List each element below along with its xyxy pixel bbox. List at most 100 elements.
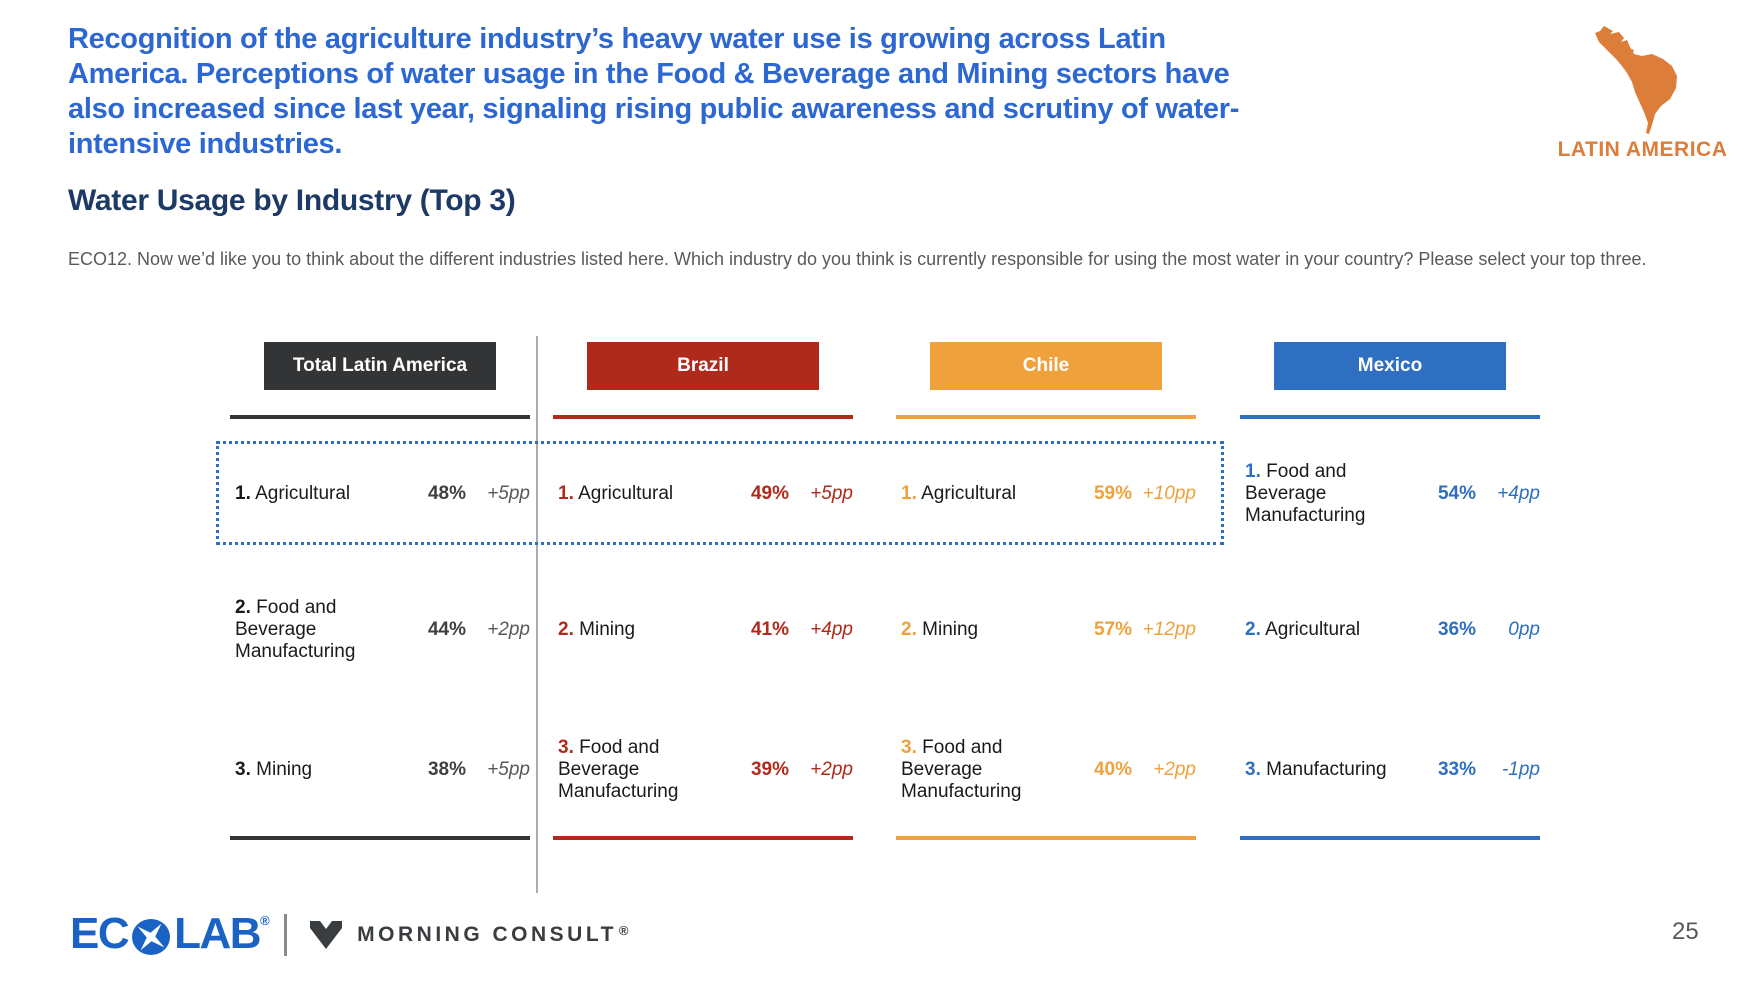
column-bottom-rule (1240, 836, 1540, 840)
footer-logos: EC LAB ® MORNING CONSULT ® (70, 912, 629, 958)
value-change: +5pp (810, 483, 853, 504)
value-change: -1pp (1501, 759, 1540, 780)
value-change: +5pp (487, 483, 530, 504)
ecolab-logo: EC LAB ® (70, 909, 270, 958)
rank-row: 3. Food and Beverage Manufacturing 40% +… (901, 713, 1196, 827)
region-label: LATIN AMERICA (1557, 138, 1728, 161)
registered-mark: ® (260, 913, 270, 928)
rank-number: 3. (235, 759, 251, 780)
headline: Recognition of the agriculture industry’… (68, 22, 1239, 162)
value-percent: 36% (1437, 619, 1476, 640)
rank-row: 3. Food and Beverage Manufacturing 39% +… (558, 713, 853, 827)
ecolab-wordmark-left: EC (70, 909, 130, 958)
morning-consult-wordmark: MORNING CONSULT (357, 923, 617, 946)
morning-consult-logo: MORNING CONSULT ® (309, 920, 629, 950)
rank-number: 1. (1245, 461, 1261, 482)
industry-label: Mining (256, 759, 313, 780)
rank-number: 1. (235, 483, 251, 504)
column-header-total-latin-america: Total Latin America (264, 342, 496, 390)
industry-label: Agricultural (1265, 619, 1361, 640)
rank1-highlight-outline (216, 441, 1224, 545)
value-percent: 38% (427, 759, 466, 780)
rank-number: 3. (558, 737, 574, 758)
value-change: +4pp (1497, 483, 1540, 504)
header-underline (230, 415, 530, 419)
column-brazil: Brazil 1. Agricultural 49% +5pp 2. Minin… (553, 342, 853, 842)
column-divider-line (536, 336, 538, 893)
rank-row: 2. Mining 57% +12pp (901, 573, 1196, 687)
headline-line: intensive industries. (68, 128, 343, 160)
registered-mark: ® (618, 922, 629, 938)
rank-row: 3. Manufacturing 33% -1pp (1245, 713, 1540, 827)
column-chile: Chile 1. Agricultural 59% +10pp 2. Minin… (896, 342, 1196, 842)
rank-row: 1. Food and Beverage Manufacturing 54% +… (1245, 441, 1540, 547)
value-percent: 49% (750, 483, 789, 504)
value-change: +10pp (1142, 483, 1196, 504)
rank-row: 2. Food and Beverage Manufacturing 44% +… (235, 573, 530, 687)
industry-label: Mining (579, 619, 636, 640)
value-change: +2pp (487, 619, 530, 640)
rank-number: 3. (1245, 759, 1261, 780)
industry-label: Food and Beverage Manufacturing (558, 737, 679, 802)
latin-america-map-icon (1595, 26, 1677, 134)
logo-separator (284, 914, 288, 956)
rank-number: 2. (1245, 619, 1261, 640)
rank-row: 1. Agricultural 59% +10pp (901, 441, 1196, 547)
industry-label: Agricultural (578, 483, 674, 504)
value-percent: 33% (1437, 759, 1476, 780)
rank-number: 2. (235, 597, 251, 618)
value-percent: 44% (427, 619, 466, 640)
headline-line: America. Perceptions of water usage in t… (68, 58, 1230, 90)
value-percent: 59% (1093, 483, 1132, 504)
rank-row: 1. Agricultural 48% +5pp (235, 441, 530, 547)
value-change: +2pp (1153, 759, 1196, 780)
ecolab-wordmark-right: LAB (174, 909, 261, 958)
column-mexico: Mexico 1. Food and Beverage Manufacturin… (1240, 342, 1540, 842)
value-change: +5pp (487, 759, 530, 780)
header-underline (1240, 415, 1540, 419)
column-header-chile: Chile (930, 342, 1162, 390)
headline-line: Recognition of the agriculture industry’… (68, 23, 1166, 55)
rank-number: 1. (558, 483, 574, 504)
region-badge: LATIN AMERICA (1535, 24, 1750, 162)
rank-number: 2. (558, 619, 574, 640)
page-number: 25 (1672, 918, 1699, 945)
rank-number: 2. (901, 619, 917, 640)
value-percent: 39% (750, 759, 789, 780)
value-change: +12pp (1142, 619, 1196, 640)
rank-row: 2. Mining 41% +4pp (558, 573, 853, 687)
industry-label: Manufacturing (1266, 759, 1387, 780)
headline-line: also increased since last year, signalin… (68, 93, 1240, 125)
rank-row: 3. Mining 38% +5pp (235, 713, 530, 827)
industry-label: Food and Beverage Manufacturing (901, 737, 1022, 802)
industry-label: Food and Beverage Manufacturing (1245, 461, 1366, 526)
column-bottom-rule (553, 836, 853, 840)
header-underline (553, 415, 853, 419)
rank-number: 3. (901, 737, 917, 758)
value-percent: 48% (427, 483, 466, 504)
column-header-brazil: Brazil (587, 342, 819, 390)
column-header-mexico: Mexico (1274, 342, 1506, 390)
column-total-latin-america: Total Latin America 1. Agricultural 48% … (230, 342, 530, 842)
industry-label: Agricultural (921, 483, 1017, 504)
column-bottom-rule (896, 836, 1196, 840)
survey-question: ECO12. Now we’d like you to think about … (68, 249, 1647, 269)
column-bottom-rule (230, 836, 530, 840)
rank-row: 2. Agricultural 36% 0pp (1245, 573, 1540, 687)
value-change: +4pp (810, 619, 853, 640)
industry-label: Food and Beverage Manufacturing (235, 597, 356, 662)
morning-consult-m-icon (310, 921, 343, 949)
ecolab-o-star-icon (132, 919, 171, 955)
page-title: Water Usage by Industry (Top 3) (68, 184, 516, 217)
rank-row: 1. Agricultural 49% +5pp (558, 441, 853, 547)
value-percent: 54% (1437, 483, 1476, 504)
industry-label: Agricultural (255, 483, 351, 504)
rank-number: 1. (901, 483, 917, 504)
industry-label: Mining (922, 619, 979, 640)
value-change: 0pp (1508, 619, 1540, 640)
value-percent: 40% (1093, 759, 1132, 780)
value-change: +2pp (810, 759, 853, 780)
value-percent: 41% (750, 619, 789, 640)
value-percent: 57% (1093, 619, 1132, 640)
